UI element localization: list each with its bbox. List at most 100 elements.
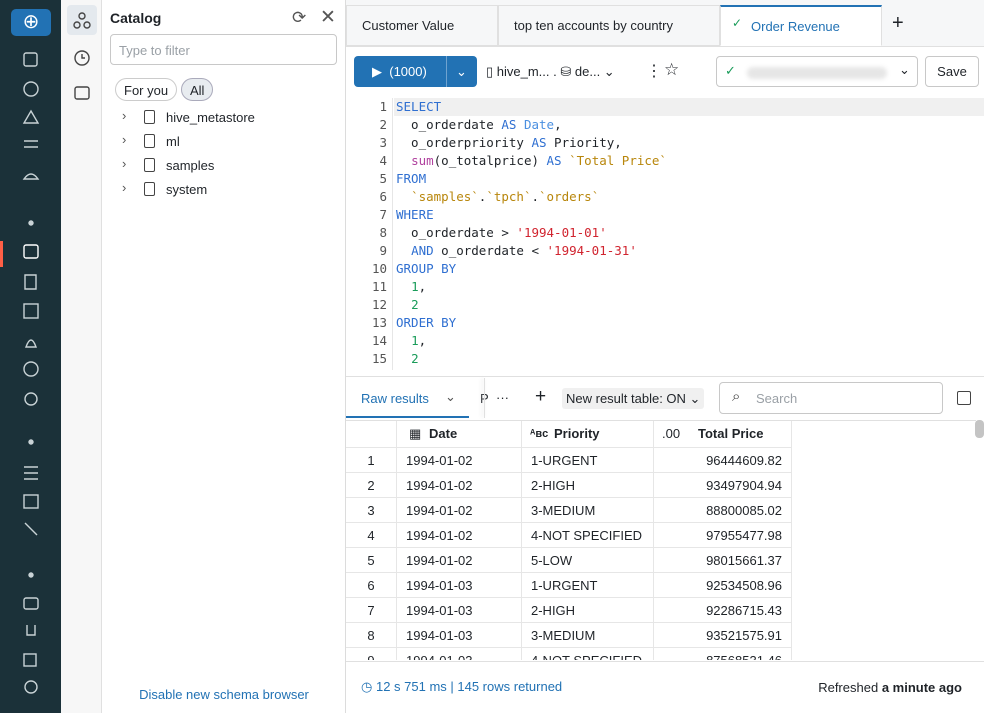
code-token <box>396 189 411 204</box>
code-line: ORDER BY <box>396 315 456 330</box>
timing-text: 12 s 751 ms | 145 rows returned <box>375 679 563 694</box>
line-number: 3 <box>379 135 387 150</box>
code-token: AS <box>531 135 547 150</box>
table-cell: 88800085.02 <box>654 498 792 523</box>
column-name: Total Price <box>698 426 764 441</box>
warehouse-selector[interactable]: ✓ ⌄ <box>716 56 918 87</box>
code-token: '1994-01-01' <box>516 225 607 240</box>
save-button[interactable]: Save <box>925 56 979 87</box>
code-editor[interactable]: 1 SELECT 2 o_orderdate AS Date, 3 o_orderpr… <box>346 98 984 370</box>
add-result[interactable]: + <box>535 386 547 407</box>
line-number: 6 <box>379 189 387 204</box>
tab[interactable]: top ten accounts by country <box>498 5 720 46</box>
code-token: (o_totalprice) <box>433 153 547 168</box>
star-button[interactable]: ☆ <box>664 60 680 79</box>
code-token: AS <box>546 153 562 168</box>
run-button[interactable]: ▶ (1000) ⌄ <box>354 56 477 87</box>
table-cell: 1-URGENT <box>522 448 654 473</box>
code-token: o_orderdate <box>396 117 502 132</box>
main-area: Customer Value top ten accounts by count… <box>346 0 984 713</box>
catalog-icon <box>144 134 155 148</box>
run-dropdown[interactable]: ⌄ <box>456 64 467 79</box>
code-token: Date <box>523 117 555 132</box>
catalog-title: Catalog <box>110 10 162 26</box>
catalog-icon[interactable] <box>67 5 97 35</box>
row-number: 2 <box>346 473 397 498</box>
scrollbar[interactable] <box>975 420 984 438</box>
code-line: o_orderdate AS Date, <box>396 117 562 132</box>
filter-input[interactable]: Type to filter <box>110 34 337 65</box>
dropdown: ⌄ <box>899 62 910 77</box>
table-cell: 92286715.43 <box>654 598 792 623</box>
line-number: 8 <box>379 225 387 240</box>
table-cell: 1994-01-02 <box>397 448 522 473</box>
header-cell: Date ▦ <box>397 421 522 448</box>
code-token: AS <box>501 117 517 132</box>
code-token: , <box>418 279 427 294</box>
active-line <box>394 98 984 116</box>
code-token <box>396 297 411 312</box>
add-tab[interactable]: + <box>892 12 904 34</box>
code-token: , <box>554 117 562 132</box>
row-number: 5 <box>346 548 397 573</box>
footer-link[interactable]: Disable new schema browser <box>139 687 309 702</box>
code-token: `Total Price` <box>569 153 667 168</box>
panel-toggle[interactable] <box>957 391 971 405</box>
code-token: `samples` <box>411 189 479 204</box>
code-line: 1, <box>396 333 426 348</box>
catalog-icon <box>144 110 155 124</box>
table-cell: 1994-01-03 <box>397 648 522 660</box>
refreshed-time: a minute ago <box>881 680 962 695</box>
table-cell: 1994-01-02 <box>397 498 522 523</box>
close-button[interactable]: ✕ <box>320 7 336 28</box>
nav-rail: ⊕ <box>0 0 61 713</box>
expand-arrow: › <box>122 180 127 195</box>
tab-active[interactable]: Order Revenue <box>720 5 882 46</box>
code-token: '1994-01-31' <box>546 243 637 258</box>
line-number: 9 <box>379 243 387 258</box>
line-number: 2 <box>379 117 387 132</box>
tab-dropdown[interactable]: ⌄ <box>445 389 456 404</box>
row-number: 3 <box>346 498 397 523</box>
table-cell: 5-LOW <box>522 548 654 573</box>
string-icon: ᴬʙc <box>530 428 549 440</box>
catalog-item[interactable]: samples <box>166 158 215 173</box>
code-line: sum(o_totalprice) AS `Total Price` <box>396 153 667 168</box>
line-number: 13 <box>371 315 387 330</box>
row-number: 9 <box>346 648 397 660</box>
table-cell: 1994-01-03 <box>397 598 522 623</box>
new-button[interactable]: ⊕ <box>11 9 51 36</box>
new-table-toggle[interactable]: New result table: ON ⌄ <box>562 388 705 409</box>
table-cell: 2-HIGH <box>522 598 654 623</box>
code-line: o_orderpriority AS Priority, <box>396 135 622 150</box>
code-token: sum <box>411 153 434 168</box>
code-token: `tpch` <box>486 189 532 204</box>
expand-arrow: › <box>122 156 127 171</box>
table-cell: 98015661.37 <box>654 548 792 573</box>
catalog-selector[interactable]: ▯ hive_m... . ⛁ de... ⌄ <box>486 64 615 79</box>
catalog-item[interactable]: system <box>166 182 208 197</box>
search-input[interactable]: Search <box>719 382 943 414</box>
catalog-icon <box>144 182 155 196</box>
side-icon-shapes <box>73 12 91 100</box>
more-button[interactable]: ⋮ <box>646 63 662 80</box>
table-cell: 3-MEDIUM <box>522 623 654 648</box>
tab[interactable]: Customer Value <box>346 5 498 46</box>
code-line: WHERE <box>396 207 434 222</box>
toggle-label: New result table: ON <box>566 391 686 406</box>
catalog-item[interactable]: hive_metastore <box>166 110 255 125</box>
chip[interactable]: All <box>181 78 214 101</box>
catalog-item[interactable]: ml <box>166 134 180 149</box>
chip[interactable]: For you <box>115 78 178 101</box>
nav-icons <box>0 52 40 694</box>
table-cell: 1994-01-03 <box>397 573 522 598</box>
code-token: . <box>478 189 487 204</box>
code-token: o_orderdate > <box>396 225 517 240</box>
refreshed: Refreshed a minute ago <box>818 680 962 695</box>
results-tab[interactable]: Raw results <box>361 391 429 406</box>
code-token: . <box>531 189 540 204</box>
more-tabs[interactable]: ··· <box>496 390 509 405</box>
code-line: 2 <box>396 297 419 312</box>
refresh-button[interactable]: ⟳ <box>292 8 307 27</box>
code-token: `orders` <box>539 189 600 204</box>
